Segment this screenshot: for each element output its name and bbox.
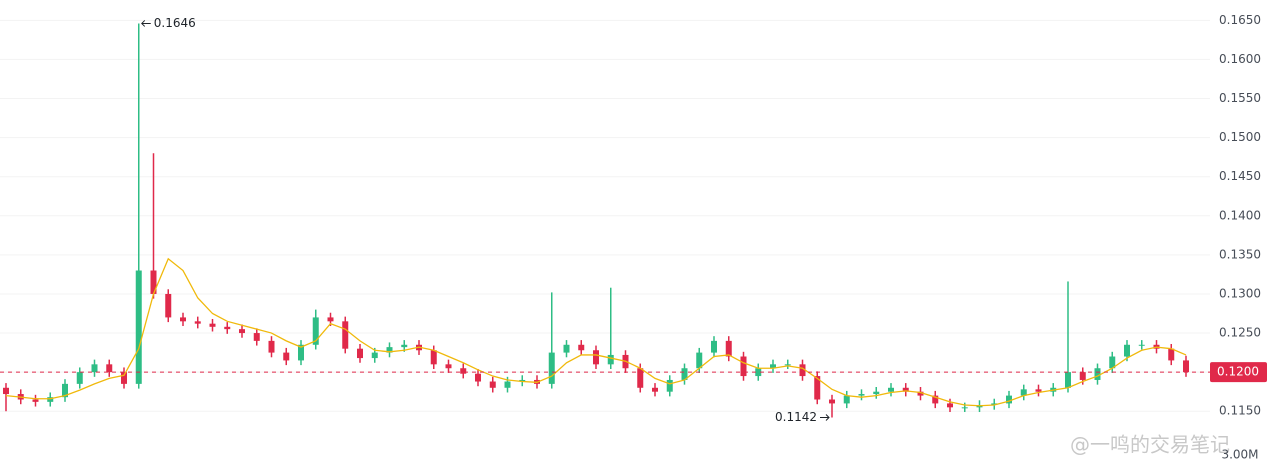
candle-body (548, 352, 555, 384)
candle-body (239, 329, 245, 334)
candle-body (475, 373, 481, 382)
candle-body (357, 348, 363, 359)
candle-body (76, 372, 83, 384)
candle-body (209, 323, 216, 327)
candle-body (578, 344, 585, 351)
candle-body (770, 364, 776, 369)
candle-body (1168, 348, 1175, 361)
y-tick-label: 0.1300 (1219, 286, 1261, 300)
candle-body (1020, 389, 1027, 396)
candle-body (504, 381, 511, 388)
candle-body (91, 364, 98, 373)
candle-body (681, 368, 688, 380)
candle-body (253, 333, 260, 341)
candle-body (519, 379, 526, 382)
candle-body (194, 321, 201, 324)
candle-body (165, 293, 172, 318)
low-label: 0.1142 (775, 410, 817, 424)
candle-body (814, 376, 821, 400)
candle-body (1124, 344, 1130, 357)
candle-body (858, 394, 865, 396)
candle-body (106, 364, 113, 373)
y-tick-label: 0.1550 (1219, 91, 1261, 105)
candle-body (829, 399, 835, 404)
low-arrow (820, 414, 830, 421)
candle-body (150, 270, 157, 294)
candle-body (607, 354, 614, 365)
candle-body (298, 344, 304, 361)
candle-body (1094, 368, 1101, 380)
candle-body (268, 340, 275, 353)
ma-line (5, 257, 1187, 407)
candle-body (740, 356, 747, 377)
candle-body (283, 352, 290, 361)
candle-body (460, 368, 467, 374)
y-tick-label: 0.1150 (1219, 404, 1261, 418)
y-tick-label: 0.1350 (1219, 247, 1261, 261)
candle-body (489, 381, 496, 388)
candle-body (637, 368, 644, 388)
candle-body (1035, 389, 1042, 392)
candle-body (593, 350, 599, 365)
y-tick-label: 0.1500 (1219, 130, 1261, 144)
candle-body (799, 364, 806, 377)
price-tag (1210, 362, 1267, 383)
high-arrow (141, 20, 151, 27)
candle-body (121, 372, 127, 384)
candle-body (1006, 395, 1012, 404)
candle-body (1079, 372, 1086, 380)
candle-body (666, 379, 673, 392)
candle-body (1065, 372, 1071, 388)
y-tick-label: 0.1600 (1219, 52, 1261, 66)
candle-body (725, 340, 732, 357)
candle-body (135, 270, 142, 384)
candle-body (401, 344, 408, 348)
candle-body (711, 340, 717, 353)
y-tick-label: 0.1450 (1219, 169, 1261, 183)
candle-body (784, 364, 791, 366)
watermark: @一鸣的交易笔记 (1070, 433, 1230, 457)
candle-body (1109, 356, 1116, 369)
y-tick-label: 0.1250 (1219, 326, 1261, 340)
price-tag-label: 0.1200 (1217, 365, 1259, 379)
candle-body (991, 403, 998, 405)
candle-body (917, 391, 924, 396)
candle-body (652, 387, 658, 392)
candle-body (62, 383, 68, 398)
candle-body (445, 364, 452, 369)
candle-body (386, 347, 393, 353)
candle-body (180, 317, 186, 322)
candle-body (312, 317, 319, 345)
candle-body (224, 326, 231, 330)
candle-body (430, 350, 437, 365)
candle-body (1183, 360, 1189, 373)
candle-body (3, 387, 9, 395)
candle-body (961, 407, 968, 409)
candle-body (873, 391, 880, 395)
candle-body (902, 387, 909, 392)
candle-body (32, 399, 39, 402)
volume-label: 3.00M (1221, 448, 1258, 462)
candle-body (843, 395, 850, 404)
candle-body (696, 352, 703, 369)
high-label: 0.1646 (154, 16, 196, 30)
candle-body (888, 387, 894, 392)
candle-body (327, 317, 334, 322)
candle-body (1138, 344, 1145, 346)
candle-body (755, 368, 762, 377)
candle-body (371, 352, 378, 359)
candle-body (947, 403, 953, 408)
candle-body (342, 321, 349, 349)
candle-body (932, 395, 939, 404)
y-tick-label: 0.1650 (1219, 13, 1261, 27)
candle-body (563, 344, 570, 353)
y-tick-label: 0.1400 (1219, 208, 1261, 222)
candle-body (47, 397, 54, 402)
